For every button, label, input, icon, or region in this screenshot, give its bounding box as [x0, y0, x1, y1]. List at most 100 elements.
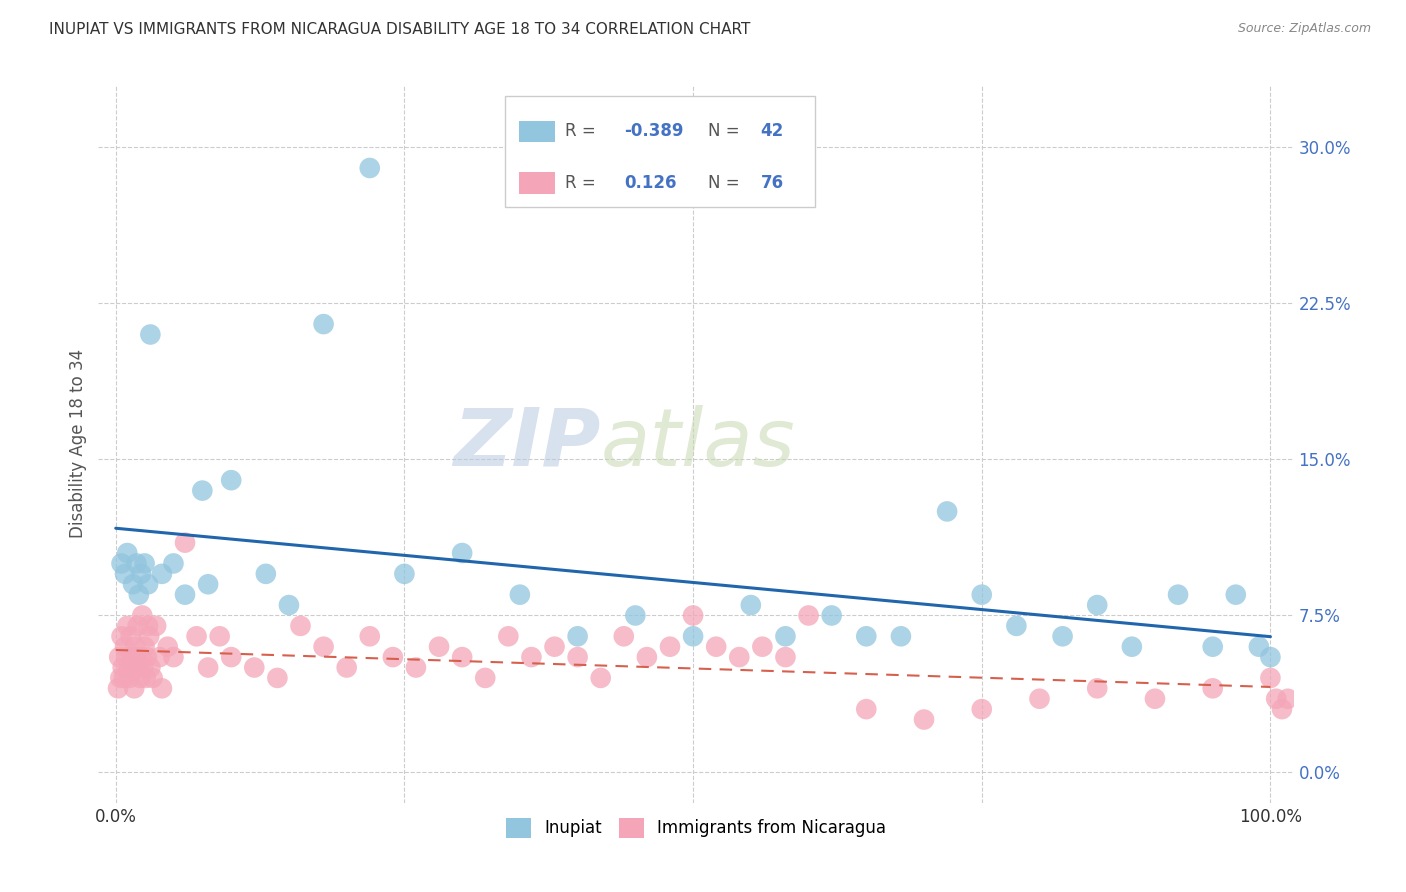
Point [162, 557, 184, 571]
Point [1202, 681, 1225, 696]
Point [543, 640, 565, 654]
Point [498, 629, 520, 643]
Point [682, 629, 704, 643]
Point [110, 671, 132, 685]
Point [110, 629, 132, 643]
Point [1277, 691, 1299, 706]
Point [912, 713, 935, 727]
Point [451, 546, 474, 560]
Point [589, 671, 612, 685]
Point [129, 671, 152, 685]
Point [474, 671, 496, 685]
Point [855, 702, 877, 716]
Point [405, 660, 427, 674]
Point [117, 546, 139, 560]
Text: Source: ZipAtlas.com: Source: ZipAtlas.com [1237, 22, 1371, 36]
Text: 0.126: 0.126 [624, 174, 676, 192]
Point [115, 650, 138, 665]
Point [728, 650, 751, 665]
Point [135, 671, 157, 685]
Point [682, 608, 704, 623]
Point [134, 640, 156, 654]
Point [797, 608, 820, 623]
Point [1121, 640, 1143, 654]
Point [567, 650, 589, 665]
Point [186, 629, 208, 643]
Legend: Inupiat, Immigrants from Nicaragua: Inupiat, Immigrants from Nicaragua [498, 809, 894, 847]
Point [427, 640, 450, 654]
Point [122, 660, 145, 674]
Point [150, 681, 173, 696]
Point [142, 671, 165, 685]
Point [139, 327, 162, 342]
Point [131, 608, 153, 623]
Point [110, 557, 132, 571]
Point [520, 650, 543, 665]
Point [219, 650, 242, 665]
Text: R =: R = [565, 122, 600, 140]
Point [134, 557, 156, 571]
Point [122, 681, 145, 696]
Point [336, 660, 359, 674]
Point [970, 702, 993, 716]
Point [381, 650, 404, 665]
Point [111, 660, 134, 674]
Text: N =: N = [709, 174, 745, 192]
Point [394, 566, 416, 581]
Point [149, 650, 172, 665]
Point [775, 650, 797, 665]
Point [114, 640, 136, 654]
Text: N =: N = [709, 122, 745, 140]
Point [139, 660, 162, 674]
Point [1271, 702, 1294, 716]
Point [740, 598, 762, 612]
Point [751, 640, 773, 654]
Text: 76: 76 [761, 174, 783, 192]
Point [1265, 691, 1288, 706]
Point [1085, 681, 1108, 696]
Point [108, 650, 131, 665]
Point [509, 588, 531, 602]
Point [659, 640, 682, 654]
Point [129, 650, 152, 665]
Point [112, 671, 135, 685]
Point [312, 640, 335, 654]
Point [128, 660, 150, 674]
FancyBboxPatch shape [519, 120, 555, 142]
Point [121, 650, 143, 665]
Point [1052, 629, 1074, 643]
Point [124, 640, 146, 654]
Point [145, 619, 167, 633]
Point [136, 577, 159, 591]
Point [125, 650, 148, 665]
Point [136, 619, 159, 633]
Point [290, 619, 312, 633]
Point [936, 504, 959, 518]
FancyBboxPatch shape [519, 172, 555, 194]
Point [359, 629, 381, 643]
Point [624, 608, 647, 623]
Point [197, 577, 219, 591]
Point [122, 577, 145, 591]
Point [219, 473, 242, 487]
Point [135, 650, 157, 665]
Point [1005, 619, 1028, 633]
Point [704, 640, 727, 654]
Point [125, 557, 148, 571]
Point [243, 660, 266, 674]
Point [117, 619, 139, 633]
Point [1085, 598, 1108, 612]
Point [197, 660, 219, 674]
Point [1260, 671, 1282, 685]
Point [191, 483, 214, 498]
Point [129, 566, 152, 581]
Text: ZIP: ZIP [453, 405, 600, 483]
Point [451, 650, 474, 665]
Point [613, 629, 636, 643]
Point [890, 629, 912, 643]
Point [567, 629, 589, 643]
Point [254, 566, 277, 581]
Point [174, 588, 197, 602]
Point [312, 317, 335, 331]
Text: INUPIAT VS IMMIGRANTS FROM NICARAGUA DISABILITY AGE 18 TO 34 CORRELATION CHART: INUPIAT VS IMMIGRANTS FROM NICARAGUA DIS… [49, 22, 751, 37]
